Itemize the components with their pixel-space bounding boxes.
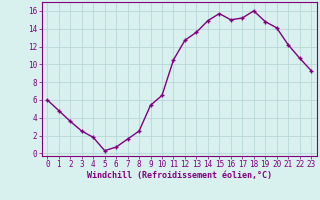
X-axis label: Windchill (Refroidissement éolien,°C): Windchill (Refroidissement éolien,°C) [87,171,272,180]
